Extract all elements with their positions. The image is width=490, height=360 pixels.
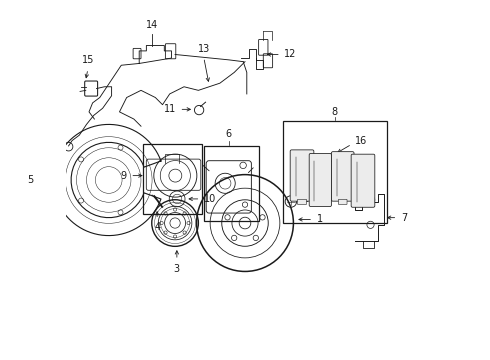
Bar: [204, 146, 259, 221]
Text: 11: 11: [164, 104, 176, 114]
Text: 14: 14: [146, 20, 158, 30]
FancyBboxPatch shape: [351, 154, 375, 207]
FancyBboxPatch shape: [339, 199, 347, 204]
FancyBboxPatch shape: [297, 199, 307, 204]
Circle shape: [359, 188, 365, 194]
Bar: [143, 144, 202, 214]
Text: 1: 1: [317, 215, 323, 224]
Text: 15: 15: [82, 55, 94, 65]
Text: 13: 13: [197, 44, 210, 54]
Bar: [283, 121, 387, 223]
Text: 6: 6: [226, 130, 232, 139]
FancyBboxPatch shape: [290, 150, 314, 201]
Text: 5: 5: [27, 175, 33, 185]
Text: 12: 12: [285, 49, 297, 59]
Text: 8: 8: [332, 107, 338, 117]
Circle shape: [327, 155, 334, 162]
Text: 10: 10: [204, 194, 216, 204]
Text: 16: 16: [355, 136, 368, 146]
Text: 2: 2: [314, 197, 320, 207]
Text: 4: 4: [154, 222, 160, 232]
Text: 3: 3: [174, 264, 180, 274]
FancyBboxPatch shape: [309, 153, 331, 207]
FancyBboxPatch shape: [331, 152, 354, 201]
Text: 7: 7: [401, 213, 407, 222]
Text: 9: 9: [121, 171, 126, 181]
